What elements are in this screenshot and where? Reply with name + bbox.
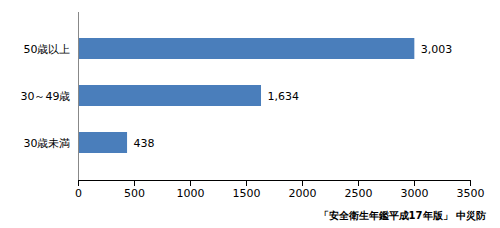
svg-text:3500: 3500 — [457, 187, 485, 200]
svg-text:1,634: 1,634 — [268, 90, 300, 103]
svg-text:3000: 3000 — [401, 187, 429, 200]
svg-text:2500: 2500 — [345, 187, 373, 200]
svg-text:2000: 2000 — [289, 187, 317, 200]
html-text:「安全衛生年鑑平成17年版」 中災防: 「安全衛生年鑑平成17年版」 中災防 — [318, 210, 486, 221]
svg-text:50歳以上: 50歳以上 — [24, 43, 71, 56]
svg-text:30歳未満: 30歳未満 — [24, 137, 71, 150]
svg-text:0: 0 — [75, 187, 82, 200]
svg-text:3,003: 3,003 — [421, 43, 453, 56]
svg-text:1500: 1500 — [233, 187, 261, 200]
svg-text:30～49歳: 30～49歳 — [21, 90, 71, 103]
svg-text:438: 438 — [134, 137, 155, 150]
svg-text:500: 500 — [124, 187, 145, 200]
svg-text:1000: 1000 — [177, 187, 205, 200]
